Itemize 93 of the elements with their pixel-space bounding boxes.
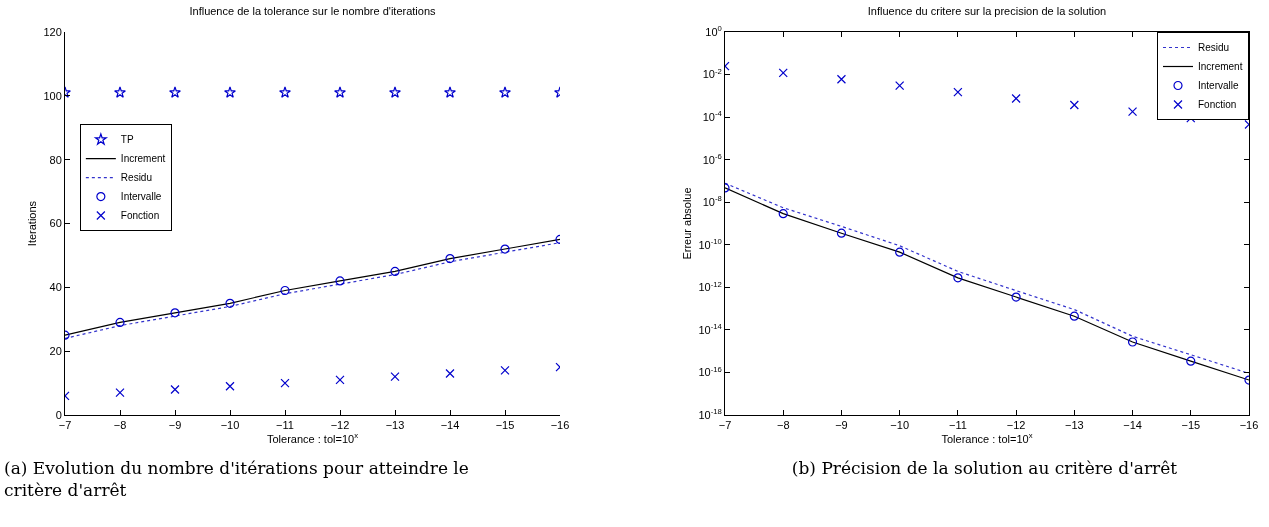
x-tick-label: −10 xyxy=(890,419,910,432)
y-tick-label: 10$^{-16}$ xyxy=(698,364,722,379)
x-tick-label: −11 xyxy=(948,419,967,432)
point xyxy=(836,228,847,238)
x-tick-label: −7 xyxy=(718,419,732,432)
x-tick-label: −15 xyxy=(495,419,515,432)
point xyxy=(445,368,455,379)
x-tick-label: −14 xyxy=(440,419,460,432)
y-tick-label: 0 xyxy=(55,408,62,421)
legend-label: Residu xyxy=(120,172,152,184)
x-tick-label: −7 xyxy=(58,419,72,432)
point xyxy=(895,81,905,91)
point xyxy=(1011,93,1021,104)
point xyxy=(444,86,456,98)
point xyxy=(334,86,346,98)
point xyxy=(390,372,400,382)
y-tick-label: 10$^{-8}$ xyxy=(702,194,722,209)
y-tick-label: 10$^{-18}$ xyxy=(698,407,722,421)
point xyxy=(445,254,455,264)
legend-label: Residu xyxy=(1198,42,1230,54)
x-tick-label: −10 xyxy=(220,419,240,432)
point xyxy=(169,86,181,98)
x-tick-label: −16 xyxy=(550,419,570,432)
legend-label: Increment xyxy=(1198,61,1243,73)
y-tick-label: 120 xyxy=(43,25,62,38)
point xyxy=(335,375,345,385)
x-tick-label: −12 xyxy=(330,419,350,432)
legend-label: Fonction xyxy=(120,210,160,222)
point xyxy=(1011,292,1021,302)
point xyxy=(1069,100,1079,110)
y-tick-label: 40 xyxy=(49,281,62,294)
legend-label: Increment xyxy=(120,153,166,165)
point xyxy=(225,298,235,308)
legend-label: Fonction xyxy=(1198,99,1237,111)
legend-label: Intervalle xyxy=(120,191,162,203)
y-axis-title: Erreur absolue xyxy=(681,187,694,260)
point xyxy=(115,388,125,398)
x-tick-label: −13 xyxy=(1064,419,1084,432)
point xyxy=(279,86,291,98)
x-tick-label: −11 xyxy=(276,419,294,432)
point xyxy=(1127,107,1138,117)
y-tick-label: 10$^{-12}$ xyxy=(698,279,722,294)
x-tick-label: −13 xyxy=(385,419,405,432)
point xyxy=(778,209,788,219)
point xyxy=(280,378,290,388)
legend-label: Intervalle xyxy=(1198,80,1240,92)
point xyxy=(170,308,180,318)
point xyxy=(389,86,401,98)
x-tick-label: −8 xyxy=(776,419,790,432)
y-tick-label: 10$^{-10}$ xyxy=(698,237,722,251)
text: (b) Précision de la solution au critère d'arrêt xyxy=(790,457,1179,479)
x-axis-title: Tolerance : tol=10$^{x}$ xyxy=(941,431,1033,445)
point xyxy=(500,365,510,375)
x-tick-label: −16 xyxy=(1239,419,1259,432)
point xyxy=(224,86,236,98)
y-tick-label: 100 xyxy=(43,89,62,102)
x-tick-label: −15 xyxy=(1181,419,1201,432)
point xyxy=(836,74,847,84)
y-tick-label: 20 xyxy=(49,345,62,358)
x-tick-label: −12 xyxy=(1006,419,1026,432)
y-tick-label: 10$^{-4}$ xyxy=(702,109,723,123)
point xyxy=(115,317,125,328)
y-tick-label: 80 xyxy=(49,153,62,166)
legend-label: TP xyxy=(120,134,134,146)
point xyxy=(335,276,345,286)
y-tick-label: 10$^{-14}$ xyxy=(698,322,723,336)
point xyxy=(280,285,290,296)
y-tick-label: 60 xyxy=(49,217,62,230)
point xyxy=(953,87,963,97)
chart-title: Influence du critere sur la precision de la solution xyxy=(867,4,1107,17)
y-tick-label: 10$^{0}$ xyxy=(705,24,722,38)
chart-title: Influence de la tolerance sur le nombre d'iterations xyxy=(189,4,437,17)
y-tick-label: 10$^{-2}$ xyxy=(702,66,722,81)
text: (a) Evolution du nombre d'itérations pour atteindre le critère d'arrêt xyxy=(3,457,470,501)
x-axis-title: Tolerance : tol=10$^{x}$ xyxy=(267,431,359,445)
point xyxy=(953,273,963,283)
x-tick-label: −9 xyxy=(835,419,848,432)
y-tick-label: 10$^{-6}$ xyxy=(702,151,722,166)
y-axis-title: Iterations xyxy=(26,200,39,247)
point xyxy=(225,381,235,391)
point xyxy=(500,244,510,254)
x-tick-label: −9 xyxy=(168,419,182,432)
point xyxy=(778,68,788,78)
point xyxy=(1127,337,1138,347)
point xyxy=(170,384,180,395)
point xyxy=(895,247,905,257)
point xyxy=(1186,356,1196,366)
point xyxy=(1069,311,1079,321)
x-tick-label: −14 xyxy=(1123,419,1142,432)
x-tick-label: −8 xyxy=(113,419,127,432)
point xyxy=(114,86,126,98)
point xyxy=(390,266,400,276)
point xyxy=(499,86,511,98)
